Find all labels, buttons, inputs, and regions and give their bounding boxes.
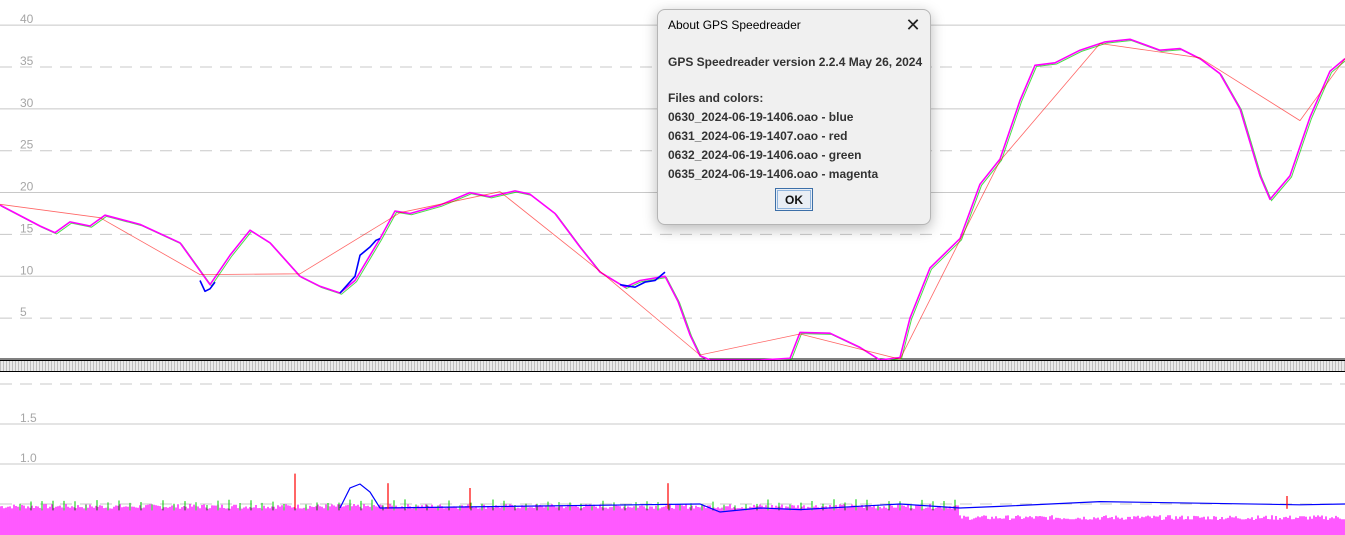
y-tick-label: 25: [20, 138, 34, 152]
file-entry-magenta: 0635_2024-06-19-1406.oao - magenta: [668, 167, 879, 181]
speed-series-blue-1: [339, 237, 381, 294]
y-tick-label: 1.5: [20, 411, 37, 425]
y-tick-label: 40: [20, 12, 34, 26]
file-entry-blue: 0630_2024-06-19-1406.oao - blue: [668, 110, 854, 124]
about-dialog: About GPS Speedreader ✕ GPS Speedreader …: [657, 9, 931, 225]
y-tick-label: 10: [20, 263, 34, 277]
speed-series-blue-3: [199, 280, 216, 293]
y-tick-label: 1.0: [20, 451, 37, 465]
speed-series-red-4: [0, 43, 1345, 360]
file-entry-green: 0632_2024-06-19-1406.oao - green: [668, 148, 862, 162]
speed-series-blue-2: [619, 271, 666, 289]
dialog-title-bar[interactable]: About GPS Speedreader ✕: [658, 10, 930, 40]
y-tick-label: 30: [20, 96, 34, 110]
y-tick-label: 20: [20, 180, 34, 194]
dialog-body: GPS Speedreader version 2.2.4 May 26, 20…: [658, 40, 930, 184]
chart-splitter[interactable]: [0, 360, 1345, 372]
files-heading: Files and colors:: [668, 91, 764, 105]
error-series-green: [19, 499, 956, 511]
y-tick-label: 35: [20, 54, 34, 68]
close-icon[interactable]: ✕: [905, 15, 921, 35]
version-text: GPS Speedreader version 2.2.4 May 26, 20…: [668, 55, 923, 69]
error-series-blue: [339, 483, 1345, 513]
dialog-title: About GPS Speedreader: [668, 18, 801, 32]
y-tick-label: 15: [20, 221, 34, 235]
y-tick-label: 5: [20, 305, 27, 319]
file-entry-red: 0631_2024-06-19-1407.oao - red: [668, 129, 848, 143]
ok-button[interactable]: OK: [775, 188, 813, 211]
speed-series-magenta-0: [0, 38, 1345, 360]
error-chart: 1.0 1.5: [0, 383, 1345, 535]
error-series-magenta: [0, 504, 1345, 535]
